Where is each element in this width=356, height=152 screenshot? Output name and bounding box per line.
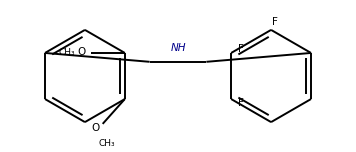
Text: O: O	[78, 47, 86, 57]
Text: CH₃: CH₃	[99, 139, 115, 148]
Text: F: F	[238, 98, 244, 108]
Text: F: F	[272, 17, 278, 27]
Text: F: F	[238, 44, 244, 54]
Text: CH₃: CH₃	[58, 48, 75, 57]
Text: O: O	[92, 123, 100, 133]
Text: NH: NH	[170, 43, 186, 53]
